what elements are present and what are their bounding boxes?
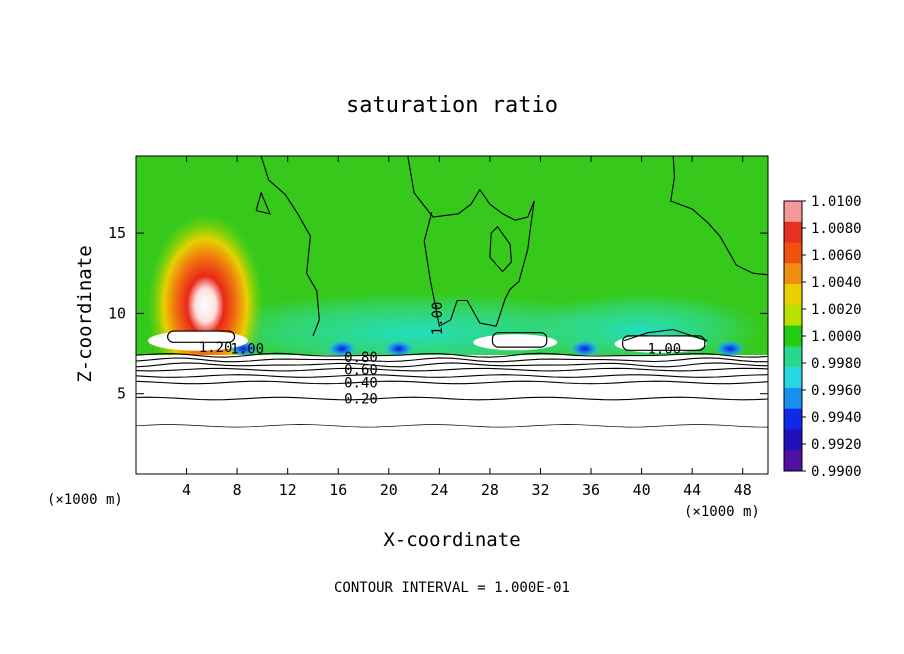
colorbar-label: 1.0000 <box>811 329 862 345</box>
contour-interval-footer: CONTOUR INTERVAL = 1.000E-01 <box>334 580 570 596</box>
x-tick-label: 36 <box>582 481 600 499</box>
contour-label: 0.20 <box>344 392 378 408</box>
colorbar-swatch <box>784 367 802 389</box>
contour-label: 1.20 <box>199 340 233 356</box>
contour-label: 0.60 <box>344 363 378 379</box>
cloud-blob <box>473 334 558 351</box>
x-tick-label: 20 <box>380 481 398 499</box>
plot-area: 1.201.000.800.600.400.201.001.00 <box>136 156 768 474</box>
x-tick-label: 8 <box>233 481 242 499</box>
x-tick-label: 32 <box>531 481 549 499</box>
cold-spot <box>382 339 415 358</box>
colorbar-swatch <box>784 387 802 410</box>
contour-label: 1.00 <box>647 342 681 358</box>
contour-line <box>670 156 768 276</box>
colorbar-swatch <box>784 263 802 285</box>
cold-spot <box>326 339 359 358</box>
colorbar-swatch <box>784 201 802 223</box>
x-unit-right: (×1000 m) <box>684 504 760 520</box>
colorbar-swatch <box>784 408 802 430</box>
colorbar-swatch <box>784 346 802 368</box>
cool-band <box>184 292 645 373</box>
cold-spot <box>568 339 601 358</box>
colorbar-label: 1.0040 <box>811 275 862 291</box>
x-axis-label: X-coordinate <box>383 529 520 551</box>
y-tick-label: 5 <box>117 385 126 403</box>
colorbar: 1.0100 1.0080 1.0060 1.0040 1.0020 1.0000 0.99… <box>783 194 862 480</box>
cloud-contour <box>491 332 548 348</box>
colorbar-swatch <box>784 325 802 347</box>
plot-frame <box>135 155 769 475</box>
y-axis-label: Z-coordinate <box>74 245 96 382</box>
colorbar-swatch <box>784 450 802 472</box>
chart-title: saturation ratio <box>346 93 558 118</box>
contour-line <box>260 156 320 337</box>
colorbar-swatch <box>784 284 802 306</box>
contour-line <box>136 362 768 368</box>
contour-label: 0.40 <box>344 375 378 391</box>
x-tick-label: 4 <box>182 481 191 499</box>
colorbar-label: 1.0020 <box>811 302 862 318</box>
contour-line <box>136 352 768 358</box>
contour-line <box>136 357 768 363</box>
x-unit-left: (×1000 m) <box>47 492 123 508</box>
cloud-contour <box>167 330 236 343</box>
colorbar-swatch <box>784 242 802 264</box>
x-tick-label: 48 <box>734 481 752 499</box>
cloud-blob <box>614 334 707 353</box>
contour-line <box>136 424 768 428</box>
y-tick-label: 15 <box>108 224 126 242</box>
colorbar-swatch <box>784 304 802 327</box>
colorbar-label: 1.0060 <box>811 248 862 264</box>
colorbar-label: 0.9900 <box>811 464 862 480</box>
contour-line <box>136 367 768 372</box>
x-axis: 4 8 12 16 20 24 28 32 36 40 44 48 <box>182 156 752 499</box>
colorbar-swatch <box>784 429 802 451</box>
x-tick-label: 16 <box>329 481 347 499</box>
contour-line <box>136 380 768 385</box>
colorbar-label: 0.9960 <box>811 383 862 399</box>
cloud-blob <box>147 330 248 351</box>
colorbar-label: 1.0100 <box>811 194 862 210</box>
x-tick-label: 40 <box>633 481 651 499</box>
contour-line <box>407 156 535 328</box>
lower-clear-region <box>136 355 768 474</box>
x-tick-label: 24 <box>430 481 448 499</box>
colorbar-label: 0.9940 <box>811 410 862 426</box>
contour-line <box>255 191 271 215</box>
colorbar-label: 0.9920 <box>811 437 862 453</box>
y-tick-label: 10 <box>108 304 126 322</box>
contour-lines: 1.201.000.800.600.400.201.001.00 <box>136 156 768 428</box>
contour-label: 1.00 <box>430 302 446 336</box>
cloud-contour <box>622 335 706 351</box>
y-axis: 5 10 15 <box>108 224 768 403</box>
x-tick-label: 12 <box>279 481 297 499</box>
colorbar-label: 1.0080 <box>811 221 862 237</box>
contour-line <box>136 374 768 378</box>
field-layers <box>147 213 762 398</box>
cold-spot <box>714 339 747 358</box>
contour-line <box>489 225 512 273</box>
contour-label: 1.00 <box>230 342 264 358</box>
x-tick-label: 44 <box>683 481 701 499</box>
contour-line <box>136 396 768 401</box>
colorbar-swatch <box>784 221 802 244</box>
colorbar-label: 0.9980 <box>811 356 862 372</box>
contour-label: 0.80 <box>344 350 378 366</box>
x-tick-label: 28 <box>481 481 499 499</box>
